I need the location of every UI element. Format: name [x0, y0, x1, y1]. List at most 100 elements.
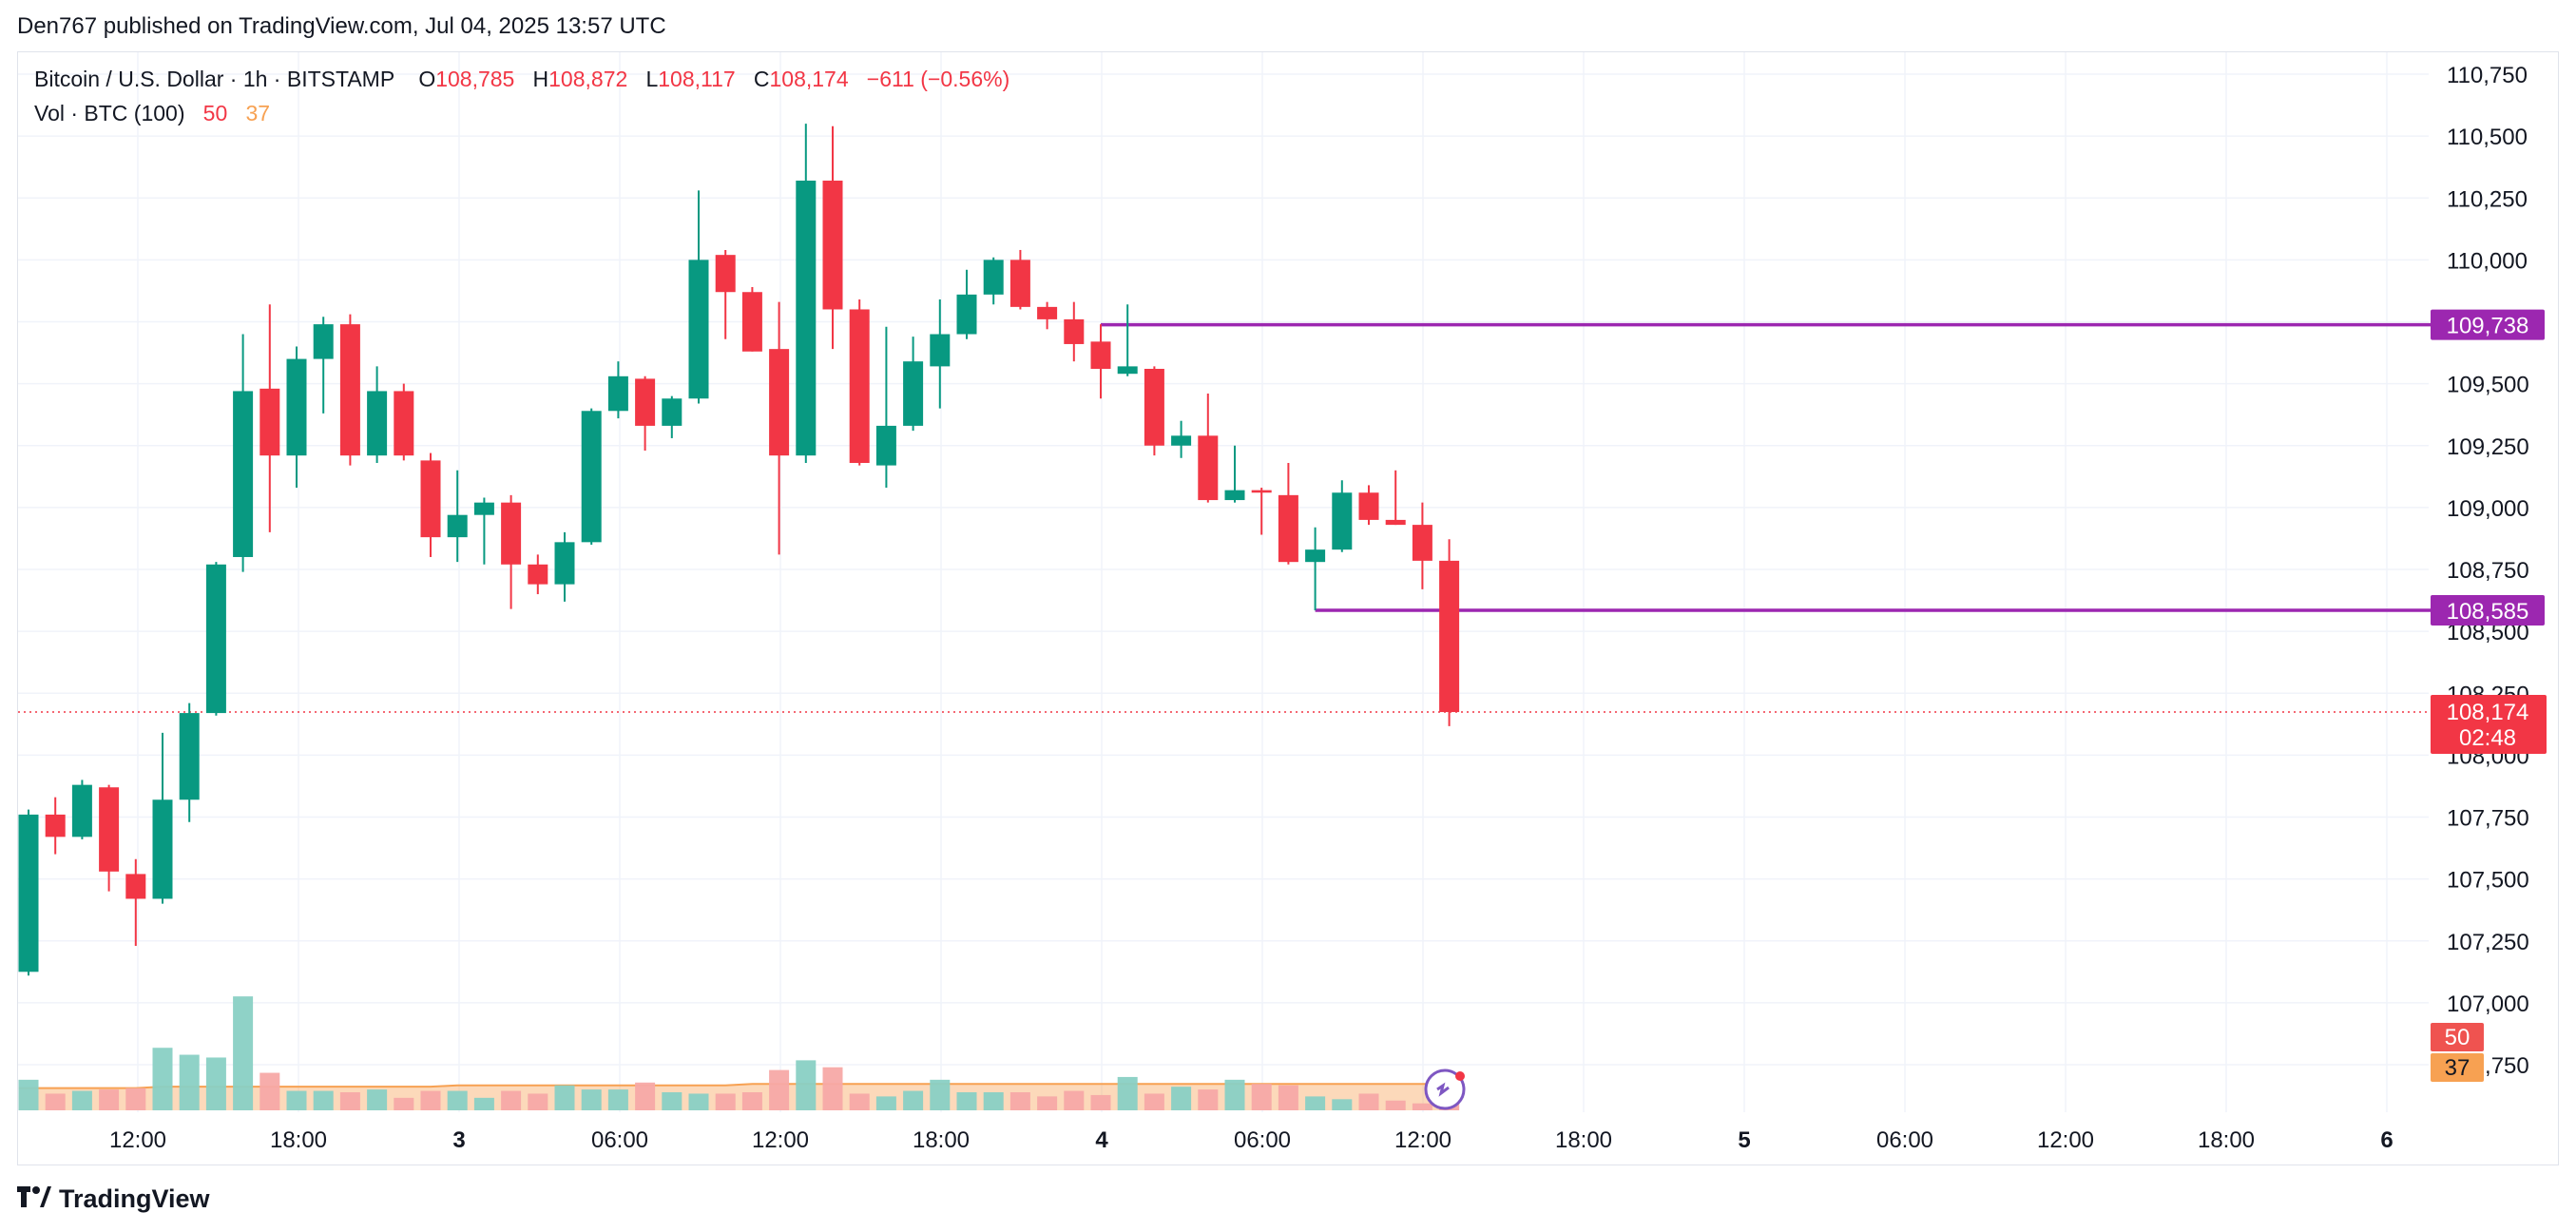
y-axis-tick-label: 110,500 — [2447, 125, 2528, 150]
candle-body — [286, 358, 307, 456]
tradingview-brand: TradingView — [59, 1184, 210, 1213]
candle-body — [581, 411, 602, 543]
sparkle-icon-bolt — [1436, 1082, 1450, 1097]
current-price-badge — [2431, 695, 2547, 755]
volume-bar — [875, 1096, 896, 1110]
candle — [1117, 304, 1138, 376]
candle-body — [447, 514, 468, 538]
candle — [1090, 324, 1111, 399]
candle — [473, 497, 494, 565]
candle — [339, 314, 360, 466]
y-axis-tick-label: 107,750 — [2447, 806, 2529, 832]
candle — [875, 326, 896, 489]
volume-bar — [1090, 1094, 1111, 1110]
legend-volume: Vol · BTC (100) 50 37 — [34, 101, 270, 126]
x-axis-tick-label: 12:00 — [109, 1127, 166, 1153]
volume-bar — [501, 1090, 522, 1110]
candle — [903, 337, 924, 432]
candle-body — [983, 260, 1004, 295]
publish-info: Den767 published on TradingView.com, Jul… — [17, 13, 666, 39]
candle-body — [71, 784, 92, 837]
volume-bar — [607, 1089, 628, 1110]
candle — [99, 784, 120, 892]
volume-value-badge — [2431, 1023, 2484, 1051]
x-axis-tick-label: 06:00 — [1234, 1127, 1291, 1153]
volume-bar — [903, 1090, 924, 1110]
volume-bar — [1009, 1092, 1030, 1110]
candle-body — [688, 260, 709, 399]
volume-bar — [179, 1054, 200, 1110]
candle-body — [99, 787, 120, 872]
candle — [260, 304, 280, 532]
candle — [125, 858, 146, 946]
volume-bar — [822, 1067, 843, 1110]
volume-bar — [528, 1093, 548, 1110]
candle-body — [1439, 560, 1460, 713]
candle-body — [501, 502, 522, 565]
y-axis-tick-label: 109,250 — [2447, 434, 2529, 460]
candle-body — [179, 713, 200, 800]
candle — [983, 257, 1004, 305]
candle — [313, 317, 334, 414]
candle — [179, 703, 200, 822]
legend-change: −611 (−0.56%) — [866, 67, 1010, 91]
volume-bar — [260, 1072, 280, 1110]
candle-body — [1224, 490, 1245, 501]
volume-bar — [1198, 1089, 1219, 1110]
candle — [1332, 480, 1353, 552]
current-price-label: 108,174 — [2447, 700, 2529, 725]
candle — [528, 554, 548, 595]
legend-symbol[interactable]: Bitcoin / U.S. Dollar · 1h · BITSTAMP — [34, 67, 394, 91]
candle — [715, 249, 736, 339]
sparkle-icon[interactable] — [1424, 1068, 1466, 1110]
volume-bar — [286, 1090, 307, 1110]
volume-bar — [447, 1090, 468, 1110]
candle — [796, 124, 817, 463]
candle-body — [1117, 366, 1138, 375]
candle — [607, 361, 628, 419]
volume-bar — [930, 1079, 951, 1110]
volume-bar — [367, 1089, 388, 1110]
candle-body — [662, 398, 682, 426]
candle-body — [205, 564, 226, 714]
legend-close-label: C — [753, 67, 770, 91]
x-axis-tick-label: 3 — [452, 1127, 465, 1153]
candle-body — [1385, 519, 1406, 526]
x-axis-tick-label: 12:00 — [2037, 1127, 2094, 1153]
y-axis-tick-label: 107,500 — [2447, 868, 2529, 894]
candle — [205, 562, 226, 716]
candle — [1171, 420, 1192, 458]
candle — [18, 809, 39, 976]
volume-bar — [849, 1093, 870, 1110]
level-price-badge — [2431, 309, 2545, 340]
candle — [286, 346, 307, 489]
y-axis-tick-label: 110,000 — [2447, 248, 2528, 274]
candle-body — [930, 334, 951, 367]
candle-body — [849, 309, 870, 463]
volume-bar — [313, 1090, 334, 1110]
volume-bar — [741, 1092, 762, 1110]
volume-ma-badge — [2431, 1053, 2484, 1082]
candle — [152, 732, 173, 904]
candle-body — [1037, 306, 1058, 319]
legend-open-label: O — [418, 67, 436, 91]
candle — [1064, 301, 1085, 362]
candle-body — [741, 292, 762, 352]
candle — [1358, 485, 1379, 526]
legend-low-value: 108,117 — [658, 67, 736, 91]
legend-volume-label[interactable]: Vol · BTC (100) — [34, 101, 185, 125]
volume-bar — [1144, 1093, 1164, 1110]
candle — [420, 452, 441, 557]
volume-bar — [394, 1097, 414, 1110]
volume-bar — [688, 1093, 709, 1110]
candle-body — [45, 814, 66, 837]
volume-bar — [1064, 1090, 1085, 1110]
candle-body — [1251, 490, 1272, 493]
volume-bar — [1037, 1096, 1058, 1110]
tradingview-logo-icon — [17, 1184, 51, 1214]
volume-bar — [45, 1093, 66, 1110]
tradingview-logo[interactable]: TradingView — [17, 1184, 210, 1214]
x-axis-tick-label: 18:00 — [913, 1127, 970, 1153]
volume-bar — [125, 1088, 146, 1110]
